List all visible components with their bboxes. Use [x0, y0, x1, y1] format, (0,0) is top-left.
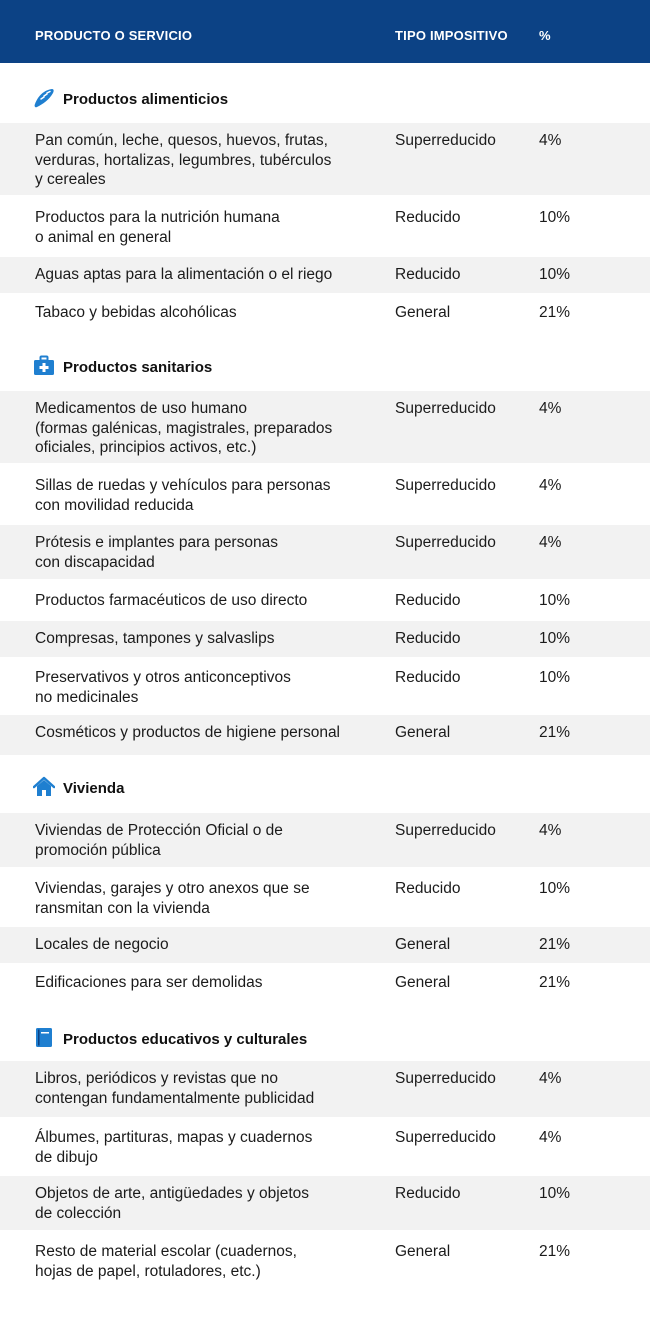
tax-type-cell: Reducido	[395, 209, 461, 226]
product-cell: Sillas de ruedas y vehículos para person…	[35, 477, 331, 514]
tax-type-cell: General	[395, 304, 451, 321]
product-cell: Tabaco y bebidas alcohólicas	[35, 304, 237, 321]
product-cell: Compresas, tampones y salvaslips	[35, 630, 275, 647]
product-cell: Preservativos y otros anticonceptivos no…	[35, 669, 291, 706]
table-row: Locales de negocio General 21%	[0, 927, 650, 963]
baguette-icon	[34, 89, 54, 108]
table-row: Resto de material escolar (cuadernos, ho…	[0, 1234, 650, 1288]
tax-type-cell: Superreducido	[395, 1070, 496, 1087]
percent-cell: 21%	[539, 974, 571, 991]
product-cell: Prótesis e implantes para personas con d…	[35, 534, 278, 571]
percent-cell: 10%	[539, 669, 571, 686]
tax-type-cell: Superreducido	[395, 1129, 496, 1146]
percent-cell: 10%	[539, 880, 571, 897]
percent-cell: 4%	[539, 1070, 562, 1087]
tax-type-cell: Reducido	[395, 630, 461, 647]
percent-cell: 21%	[539, 1243, 571, 1260]
table-row: Álbumes, partituras, mapas y cuadernos d…	[0, 1120, 650, 1172]
table-row: Aguas aptas para la alimentación o el ri…	[0, 257, 650, 293]
percent-cell: 21%	[539, 936, 571, 953]
percent-cell: 4%	[539, 132, 562, 149]
product-cell: Medicamentos de uso humano (formas galén…	[35, 400, 333, 456]
product-cell: Cosméticos y productos de higiene person…	[35, 724, 341, 741]
percent-cell: 4%	[539, 1129, 562, 1146]
table-row: Productos para la nutrición humana o ani…	[0, 200, 650, 252]
tax-type-cell: General	[395, 1243, 451, 1260]
table-row: Libros, periódicos y revistas que no con…	[0, 1061, 650, 1117]
tax-type-cell: Superreducido	[395, 400, 496, 417]
product-cell: Álbumes, partituras, mapas y cuadernos d…	[35, 1129, 313, 1166]
table-header: PRODUCTO O SERVICIO TIPO IMPOSITIVO %	[0, 0, 650, 63]
section-label: Productos sanitarios	[63, 359, 213, 376]
table-row: Viviendas, garajes y otro anexos que se …	[0, 871, 650, 923]
tax-type-cell: Reducido	[395, 1185, 461, 1202]
tax-type-cell: Reducido	[395, 266, 461, 283]
table-row: Medicamentos de uso humano (formas galén…	[0, 391, 650, 463]
table-row: Cosméticos y productos de higiene person…	[0, 715, 650, 755]
header-tax-type: TIPO IMPOSITIVO	[395, 28, 508, 43]
percent-cell: 4%	[539, 822, 562, 839]
section-label: Productos educativos y culturales	[63, 1031, 308, 1048]
tax-type-cell: General	[395, 936, 451, 953]
tax-type-cell: Superreducido	[395, 477, 496, 494]
percent-cell: 4%	[539, 477, 562, 494]
product-cell: Edificaciones para ser demolidas	[35, 974, 263, 991]
product-cell: Productos farmacéuticos de uso directo	[35, 592, 308, 609]
section-label: Vivienda	[63, 780, 125, 797]
percent-cell: 21%	[539, 724, 571, 741]
table-row: Objetos de arte, antigüedades y objetos …	[0, 1176, 650, 1230]
percent-cell: 10%	[539, 592, 571, 609]
percent-cell: 10%	[539, 209, 571, 226]
percent-cell: 10%	[539, 266, 571, 283]
product-cell: Productos para la nutrición humana o ani…	[35, 209, 280, 246]
tax-type-cell: General	[395, 724, 451, 741]
percent-cell: 10%	[539, 630, 571, 647]
table-row: Tabaco y bebidas alcohólicas General 21%	[0, 295, 650, 331]
section-label: Productos alimenticios	[63, 91, 229, 108]
table-row: Sillas de ruedas y vehículos para person…	[0, 468, 650, 520]
tax-type-cell: Reducido	[395, 592, 461, 609]
header-product: PRODUCTO O SERVICIO	[35, 28, 193, 43]
percent-cell: 4%	[539, 400, 562, 417]
percent-cell: 21%	[539, 304, 571, 321]
header-percent: %	[539, 28, 551, 43]
tax-type-cell: Reducido	[395, 669, 461, 686]
product-cell: Libros, periódicos y revistas que no con…	[35, 1070, 315, 1107]
medical-kit-icon	[34, 355, 54, 375]
house-icon	[33, 776, 55, 796]
tax-type-cell: General	[395, 974, 451, 991]
tax-type-cell: Superreducido	[395, 822, 496, 839]
table-row: Compresas, tampones y salvaslips Reducid…	[0, 621, 650, 657]
tax-type-cell: Superreducido	[395, 132, 496, 149]
tax-type-cell: Superreducido	[395, 534, 496, 551]
percent-cell: 10%	[539, 1185, 571, 1202]
product-cell: Aguas aptas para la alimentación o el ri…	[35, 266, 333, 283]
product-cell: Objetos de arte, antigüedades y objetos …	[35, 1185, 310, 1222]
table-row: Edificaciones para ser demolidas General…	[0, 965, 650, 1001]
book-icon	[36, 1028, 52, 1047]
product-cell: Locales de negocio	[35, 936, 169, 953]
table-row: Prótesis e implantes para personas con d…	[0, 525, 650, 579]
table-row: Preservativos y otros anticonceptivos no…	[0, 660, 650, 712]
table-row: Productos farmacéuticos de uso directo R…	[0, 583, 650, 619]
product-cell: Pan común, leche, quesos, huevos, frutas…	[35, 132, 332, 188]
tax-type-cell: Reducido	[395, 880, 461, 897]
table-row: Pan común, leche, quesos, huevos, frutas…	[0, 123, 650, 195]
product-cell: Viviendas, garajes y otro anexos que se …	[35, 880, 310, 917]
percent-cell: 4%	[539, 534, 562, 551]
table-row: Viviendas de Protección Oficial o de pro…	[0, 813, 650, 867]
product-cell: Viviendas de Protección Oficial o de pro…	[35, 822, 283, 859]
product-cell: Resto de material escolar (cuadernos, ho…	[35, 1243, 297, 1280]
